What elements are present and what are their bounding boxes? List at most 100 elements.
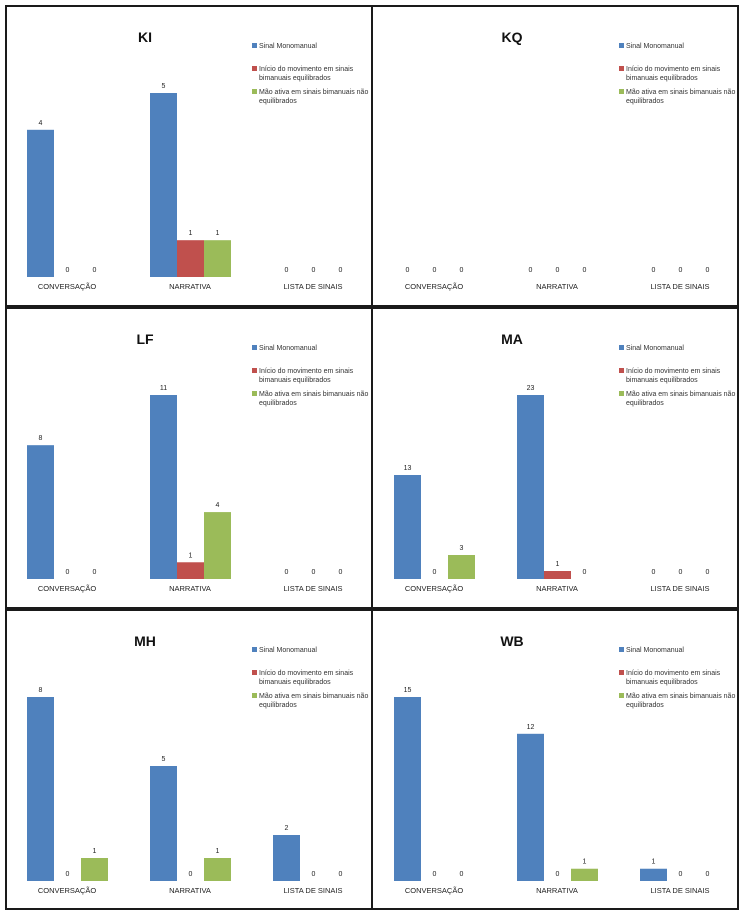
data-label: 0 (556, 871, 560, 878)
legend-label: Mão ativa em sinais bimanuais não (626, 89, 735, 96)
category-label: LISTA DE SINAIS (650, 282, 709, 291)
legend-swatch (619, 345, 624, 350)
legend-swatch (619, 391, 624, 396)
legend-label: Início do movimento em sinais (259, 66, 354, 73)
legend-label: bimanuais equilibrados (259, 679, 331, 686)
data-label: 4 (216, 502, 220, 509)
bar (571, 868, 598, 881)
data-label: 15 (404, 687, 412, 694)
data-label: 1 (583, 859, 587, 866)
chart-svg: KQ 0 0 0 0 0 0 0 0 0 CONVERSAÇÃO NARRATIVA LISTA DE … (405, 29, 736, 291)
legend-label: Início do movimento em sinais (626, 670, 721, 677)
bar (27, 129, 54, 277)
chart-title: MA (501, 331, 523, 347)
legend-swatch (619, 647, 624, 652)
legend-label: Mão ativa em sinais bimanuais não (626, 391, 735, 398)
bar (204, 858, 231, 881)
legend-label: equilibrados (626, 98, 664, 105)
category-label: NARRATIVA (536, 886, 578, 895)
category-label: CONVERSAÇÃO (405, 282, 464, 291)
chart-panel-kq: KQ 0 0 0 0 0 0 0 0 0 CONVERSAÇÃO NARRATIVA LISTA DE … (372, 5, 739, 305)
legend-swatch (252, 693, 257, 698)
category-label: NARRATIVA (169, 584, 211, 593)
data-label: 1 (189, 230, 193, 237)
chart-title: MH (134, 633, 156, 649)
data-label: 5 (162, 83, 166, 90)
chart-svg: MA 13 23 0 0 1 0 3 0 0 CONVERSAÇÃO NARRATIVA LISTA D… (394, 331, 735, 593)
bar (204, 240, 231, 277)
data-label: 8 (39, 687, 43, 694)
bar (150, 93, 177, 277)
legend-label: equilibrados (259, 400, 297, 407)
bar (517, 733, 544, 881)
legend-label: equilibrados (626, 400, 664, 407)
data-label: 0 (556, 267, 560, 274)
bar (544, 571, 571, 579)
chart-svg: KI 4 5 0 0 1 0 0 1 0 CONVERSAÇÃO NARRATIVA LISTA DE … (27, 29, 368, 291)
legend-label: Início do movimento em sinais (259, 670, 354, 677)
data-label: 0 (189, 871, 193, 878)
data-label: 0 (312, 267, 316, 274)
data-label: 0 (679, 267, 683, 274)
bar (150, 395, 177, 579)
data-label: 1 (652, 859, 656, 866)
category-label: CONVERSAÇÃO (405, 584, 464, 593)
data-label: 0 (93, 267, 97, 274)
bar (81, 858, 108, 881)
data-label: 0 (583, 267, 587, 274)
category-label: LISTA DE SINAIS (283, 584, 342, 593)
bar (177, 562, 204, 579)
legend-swatch (619, 368, 624, 373)
data-label: 0 (66, 267, 70, 274)
chart-panel-ki: KI 4 5 0 0 1 0 0 1 0 CONVERSAÇÃO NARRATIVA LISTA DE … (5, 5, 372, 305)
chart-panel-lf: LF 8 11 0 0 1 0 0 4 0 CONVERSAÇÃO NARRATIVA LISTA DE… (5, 307, 372, 607)
data-label: 13 (404, 465, 412, 472)
category-label: CONVERSAÇÃO (405, 886, 464, 895)
data-label: 0 (339, 871, 343, 878)
legend-label: Mão ativa em sinais bimanuais não (626, 693, 735, 700)
legend-label: Início do movimento em sinais (626, 368, 721, 375)
legend-label: bimanuais equilibrados (259, 75, 331, 82)
data-label: 0 (285, 569, 289, 576)
legend-label: bimanuais equilibrados (626, 679, 698, 686)
data-label: 0 (529, 267, 533, 274)
chart-panel-wb: WB 15 12 1 0 0 0 0 1 0 CONVERSAÇÃO NARRATIVA LISTA D… (372, 609, 739, 910)
legend-swatch (252, 43, 257, 48)
data-label: 0 (433, 267, 437, 274)
legend-label: equilibrados (259, 98, 297, 105)
chart-title: KQ (502, 29, 523, 45)
data-label: 0 (433, 569, 437, 576)
legend-label: bimanuais equilibrados (626, 75, 698, 82)
chart-title: KI (138, 29, 152, 45)
legend-label: Sinal Monomanual (259, 647, 317, 654)
legend-label: equilibrados (626, 702, 664, 709)
category-label: LISTA DE SINAIS (283, 886, 342, 895)
legend-label: Sinal Monomanual (259, 345, 317, 352)
bar (27, 445, 54, 579)
legend-label: bimanuais equilibrados (259, 377, 331, 384)
chart-svg: LF 8 11 0 0 1 0 0 4 0 CONVERSAÇÃO NARRATIVA LISTA DE… (27, 331, 368, 593)
data-label: 3 (460, 545, 464, 552)
data-label: 0 (652, 267, 656, 274)
data-label: 0 (679, 871, 683, 878)
legend-label: equilibrados (259, 702, 297, 709)
category-label: NARRATIVA (169, 282, 211, 291)
data-label: 23 (527, 385, 535, 392)
data-label: 5 (162, 756, 166, 763)
data-label: 0 (706, 267, 710, 274)
legend-swatch (252, 368, 257, 373)
category-label: NARRATIVA (536, 282, 578, 291)
data-label: 0 (285, 267, 289, 274)
chart-svg: WB 15 12 1 0 0 0 0 1 0 CONVERSAÇÃO NARRATIVA LISTA D… (394, 633, 735, 895)
data-label: 1 (93, 848, 97, 855)
legend-label: Sinal Monomanual (626, 345, 684, 352)
legend-swatch (252, 670, 257, 675)
bar (27, 697, 54, 881)
legend-swatch (252, 345, 257, 350)
legend-label: Mão ativa em sinais bimanuais não (259, 693, 368, 700)
legend-label: Mão ativa em sinais bimanuais não (259, 391, 368, 398)
data-label: 1 (189, 552, 193, 559)
data-label: 0 (339, 267, 343, 274)
category-label: LISTA DE SINAIS (283, 282, 342, 291)
data-label: 0 (312, 569, 316, 576)
